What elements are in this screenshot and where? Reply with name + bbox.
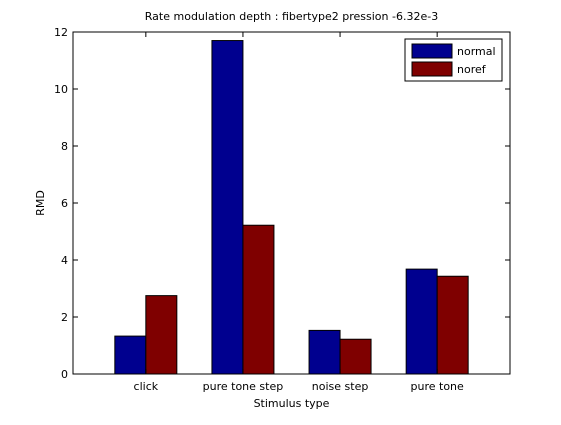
bar-noref-2	[243, 225, 274, 374]
bar-normal-1	[115, 336, 146, 374]
bar-noref-3	[340, 339, 371, 374]
y-tick-label: 4	[61, 254, 68, 267]
y-tick-label: 2	[61, 311, 68, 324]
legend-swatch-normal	[412, 44, 452, 58]
bar-noref-1	[146, 296, 177, 374]
chart-title: Rate modulation depth : fibertype2 press…	[145, 10, 438, 23]
y-axis-label: RMD	[34, 190, 47, 216]
x-tick-label: pure tone	[411, 380, 465, 393]
y-tick-label: 0	[61, 368, 68, 381]
x-tick-label: click	[134, 380, 159, 393]
bar-noref-4	[437, 276, 468, 374]
y-tick-label: 6	[61, 197, 68, 210]
y-tick-label: 12	[54, 26, 68, 39]
legend-label-noref: noref	[457, 63, 487, 76]
bar-normal-2	[212, 41, 243, 374]
legend-label-normal: normal	[457, 45, 496, 58]
legend: normal noref	[405, 39, 502, 81]
x-tick-label: noise step	[312, 380, 369, 393]
y-tick-label: 8	[61, 140, 68, 153]
bar-normal-4	[406, 269, 437, 374]
bar-normal-3	[309, 330, 340, 374]
legend-swatch-noref	[412, 62, 452, 76]
x-axis-label: Stimulus type	[254, 397, 330, 410]
x-tick-label: pure tone step	[203, 380, 284, 393]
y-tick-label: 10	[54, 83, 68, 96]
